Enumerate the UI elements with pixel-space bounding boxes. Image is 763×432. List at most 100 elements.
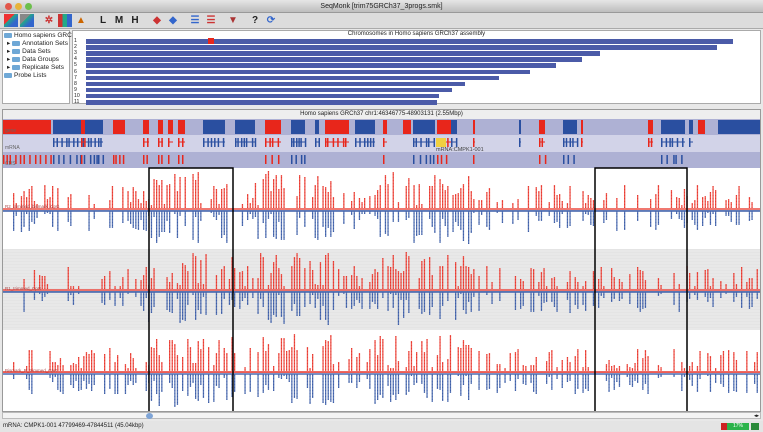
L-button[interactable]: L: [99, 15, 107, 26]
chromosome-row[interactable]: 11: [73, 99, 760, 105]
refresh-icon[interactable]: ⟳: [266, 15, 276, 26]
reverse-reads: [540, 292, 543, 311]
chromosome-row[interactable]: 2: [73, 44, 760, 50]
mrna-exon: [84, 138, 86, 147]
reverse-reads: [629, 374, 631, 385]
forward-reads: [374, 269, 376, 289]
chromosome-row[interactable]: 4: [73, 56, 760, 62]
gene-feature: [235, 120, 255, 134]
chromosome-row[interactable]: 10: [73, 93, 760, 99]
mrna-exon: [415, 138, 418, 147]
chromosome-bar[interactable]: [86, 87, 453, 93]
chromosome-bar[interactable]: [86, 69, 531, 74]
mrna-exon: [81, 138, 83, 147]
chromosome-bar[interactable]: [86, 81, 466, 87]
forward-reads: [418, 184, 420, 208]
chromosome-row[interactable]: 9: [73, 87, 760, 93]
zoom-icon[interactable]: [25, 3, 32, 10]
forward-reads: [540, 272, 543, 289]
reverse-reads: [691, 211, 693, 220]
reverse-reads: [673, 374, 675, 377]
M-button[interactable]: M: [114, 15, 124, 26]
zoom-in-icon[interactable]: ◆: [153, 15, 161, 26]
forward-reads: [249, 203, 251, 208]
H-button[interactable]: H: [131, 15, 139, 26]
histogram-icon[interactable]: [58, 14, 72, 27]
chromosome-row[interactable]: 7: [73, 75, 760, 81]
forward-reads: [169, 340, 171, 371]
forward-reads: [546, 361, 548, 371]
reverse-reads: [231, 374, 233, 397]
reverse-reads: [457, 374, 459, 376]
forward-reads: [517, 349, 519, 371]
forward-reads: [465, 345, 467, 371]
data-track-icon[interactable]: [4, 14, 18, 27]
gene-feature: [113, 120, 125, 134]
forward-reads: [514, 352, 517, 371]
reverse-reads: [314, 211, 316, 238]
annotation-track-icon[interactable]: [20, 14, 34, 27]
mrna-exon: [355, 138, 357, 147]
forward-reads: [382, 258, 384, 289]
chromosome-bar[interactable]: [86, 51, 601, 56]
quantitation-icon[interactable]: ▲: [76, 15, 86, 26]
chromosome-row[interactable]: 5: [73, 62, 760, 68]
mrna-exon: [541, 138, 544, 147]
tree-item-data-groups[interactable]: ▸ Data Groups: [7, 56, 59, 63]
chromosome-row[interactable]: 1: [73, 38, 760, 44]
tree-item-annotation-sets[interactable]: ▸ Annotation Sets: [7, 40, 68, 47]
chromosome-bar[interactable]: [86, 45, 718, 50]
forward-reads: [195, 363, 197, 371]
forward-reads: [72, 363, 75, 371]
scroll-thumb[interactable]: [146, 413, 153, 419]
chromosome-bar[interactable]: [86, 75, 500, 81]
reverse-reads: [283, 211, 285, 240]
report-icon[interactable]: ☰: [206, 15, 216, 26]
reverse-reads: [52, 374, 54, 382]
probe-gen-icon[interactable]: ✲: [44, 15, 54, 26]
help-button[interactable]: ?: [251, 15, 259, 26]
tree-item-replicate-sets[interactable]: ▸ Replicate Sets: [7, 64, 64, 71]
filter-icon[interactable]: ☰: [190, 15, 200, 26]
forward-reads: [223, 188, 225, 208]
forward-reads: [644, 350, 647, 371]
chromosome-row[interactable]: 8: [73, 81, 760, 87]
forward-reads: [751, 278, 753, 289]
mrna-exon: [473, 138, 475, 147]
tree-item-probe-lists[interactable]: Probe Lists: [4, 72, 68, 80]
tree-root[interactable]: Homo sapiens GRCh37: [4, 32, 83, 40]
horizontal-scrollbar[interactable]: ◂▸: [2, 412, 761, 419]
forward-reads: [257, 352, 259, 371]
tracks-canvas[interactable]: [3, 110, 761, 412]
reverse-reads: [78, 374, 80, 391]
chromosome-bar[interactable]: [86, 63, 557, 68]
tree-item-data-sets[interactable]: ▸ Data Sets: [7, 48, 51, 55]
mrna-exon: [327, 138, 329, 147]
reverse-reads: [395, 292, 397, 295]
close-icon[interactable]: [5, 3, 12, 10]
chromosome-row[interactable]: 3: [73, 50, 760, 56]
scroll-arrows[interactable]: ◂▸: [753, 413, 759, 419]
chromosome-row[interactable]: 6: [73, 69, 760, 75]
zoom-out-icon[interactable]: ◆: [169, 15, 177, 26]
forward-reads: [75, 364, 77, 371]
reverse-reads: [270, 292, 272, 323]
cds-exon: [161, 155, 163, 164]
chromosome-view[interactable]: Homo sapiens GRCh37 chr1:46346775-489031…: [2, 109, 761, 412]
forward-reads: [356, 357, 358, 371]
filter-funnel-icon[interactable]: ▼: [228, 15, 238, 26]
chromosome-bar[interactable]: [86, 100, 437, 105]
chromosome-bar[interactable]: [86, 93, 440, 99]
forward-reads: [299, 175, 301, 208]
forward-reads: [49, 197, 51, 208]
memory-indicator[interactable]: 17%: [721, 423, 759, 430]
forward-reads: [681, 362, 683, 371]
chromosome-bar[interactable]: [86, 57, 583, 62]
mrna-exon: [332, 138, 335, 147]
minimize-icon[interactable]: [15, 3, 22, 10]
reverse-reads: [585, 292, 587, 311]
reverse-reads: [449, 374, 452, 393]
reverse-reads: [473, 292, 475, 297]
chromosome-bar[interactable]: [86, 39, 733, 44]
window-controls[interactable]: [5, 3, 32, 10]
